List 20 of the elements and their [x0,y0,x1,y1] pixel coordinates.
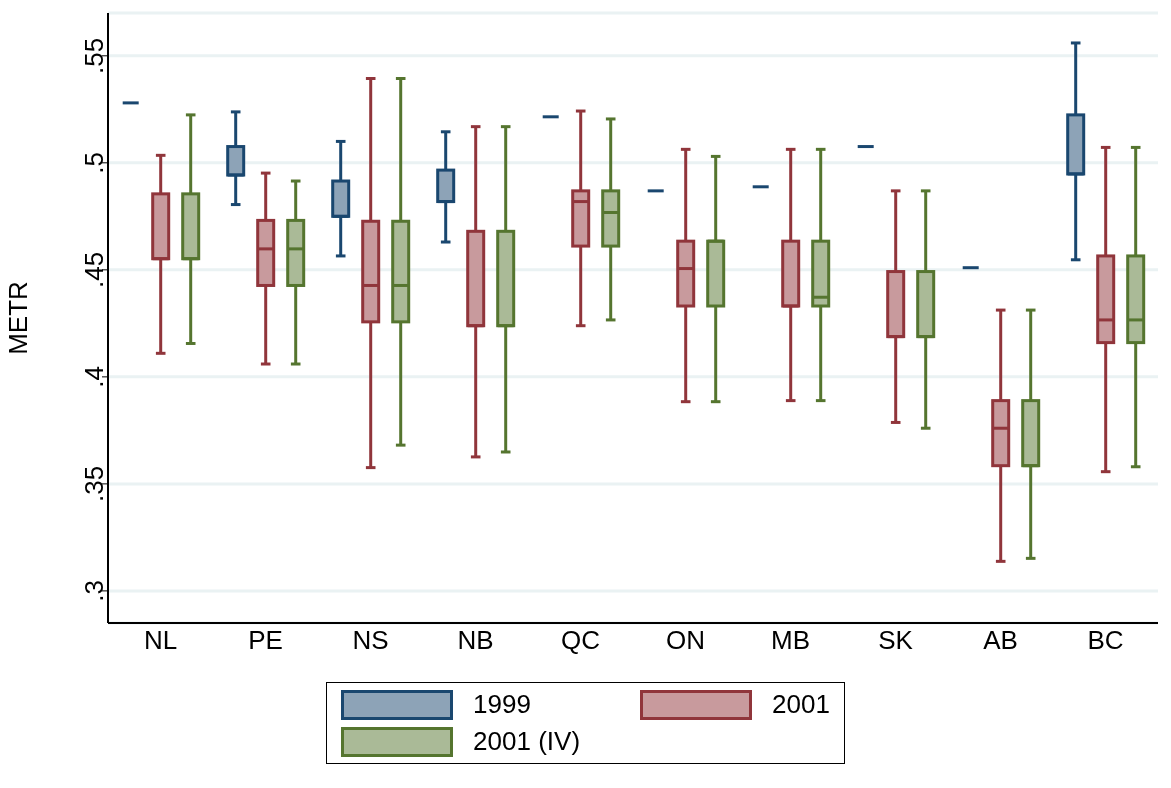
legend-label: 2001 (IV) [473,726,581,757]
legend-label: 1999 [473,689,531,720]
x-tick-label: AB [983,625,1018,656]
x-tick-label: SK [878,625,914,656]
y-tick-label: .3 [79,580,110,602]
x-tick-label: NB [457,625,494,656]
y-tick-label: .45 [79,251,110,288]
x-tick-label: PE [248,625,283,656]
x-tick-label: NL [143,625,178,656]
y-tick-label: .35 [79,465,110,502]
x-tick-label: MB [771,625,810,656]
x-tick-label: NS [352,625,389,656]
y-tick-label: .5 [79,151,110,174]
legend-label: 2001 [772,689,830,720]
y-tick-label: .55 [79,37,110,74]
x-tick-label: ON [666,625,705,656]
x-tick-label: QC [561,625,600,656]
y-axis-title: METR [3,281,34,355]
x-tick-label: BC [1087,625,1124,656]
y-tick-label: .4 [79,366,110,388]
